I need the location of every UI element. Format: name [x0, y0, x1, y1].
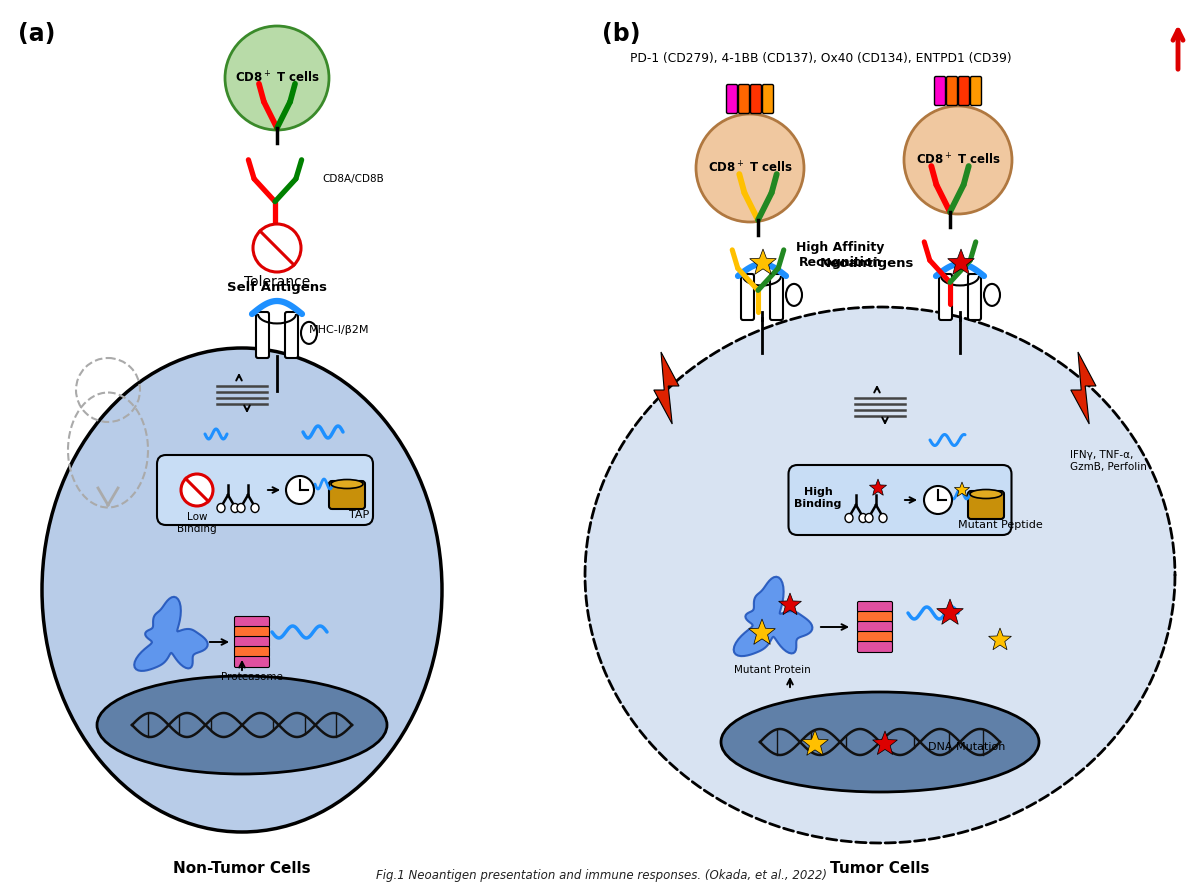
FancyBboxPatch shape	[329, 481, 365, 509]
Text: CD8A/CD8B: CD8A/CD8B	[321, 174, 384, 184]
Text: Low
Binding: Low Binding	[177, 512, 217, 534]
Text: High
Binding: High Binding	[795, 488, 842, 509]
FancyBboxPatch shape	[958, 76, 969, 106]
Text: IFNγ, TNF-α,
GzmB, Perfolin: IFNγ, TNF-α, GzmB, Perfolin	[1070, 450, 1147, 472]
FancyBboxPatch shape	[789, 465, 1011, 535]
Ellipse shape	[42, 348, 442, 832]
FancyBboxPatch shape	[157, 455, 373, 525]
Polygon shape	[779, 593, 802, 614]
Polygon shape	[873, 731, 897, 755]
Polygon shape	[937, 599, 963, 624]
Polygon shape	[948, 249, 974, 274]
Ellipse shape	[879, 513, 887, 522]
FancyBboxPatch shape	[235, 637, 270, 647]
FancyBboxPatch shape	[857, 622, 892, 632]
Circle shape	[696, 114, 804, 222]
Circle shape	[225, 26, 329, 130]
FancyBboxPatch shape	[235, 627, 270, 638]
Ellipse shape	[237, 503, 244, 512]
FancyBboxPatch shape	[970, 76, 981, 106]
Text: Non-Tumor Cells: Non-Tumor Cells	[173, 861, 311, 876]
Ellipse shape	[301, 321, 317, 344]
FancyBboxPatch shape	[857, 601, 892, 613]
Ellipse shape	[231, 503, 240, 512]
Text: Neoantigens: Neoantigens	[820, 257, 914, 269]
Text: TAP: TAP	[349, 510, 370, 520]
Text: CD8$^+$ T cells: CD8$^+$ T cells	[708, 161, 792, 176]
Polygon shape	[654, 352, 679, 424]
Text: PD-1 (CD279), 4-1BB (CD137), Ox40 (CD134), ENTPD1 (CD39): PD-1 (CD279), 4-1BB (CD137), Ox40 (CD134…	[630, 52, 1011, 65]
FancyBboxPatch shape	[235, 646, 270, 657]
FancyBboxPatch shape	[857, 641, 892, 653]
FancyBboxPatch shape	[285, 312, 299, 358]
FancyBboxPatch shape	[235, 656, 270, 668]
FancyBboxPatch shape	[968, 491, 1004, 519]
Text: Proteasome: Proteasome	[222, 672, 283, 682]
Polygon shape	[869, 479, 886, 496]
Polygon shape	[749, 619, 775, 645]
Ellipse shape	[98, 676, 386, 774]
FancyBboxPatch shape	[750, 84, 761, 114]
Text: CD8$^+$ T cells: CD8$^+$ T cells	[915, 153, 1001, 168]
FancyBboxPatch shape	[740, 274, 754, 320]
Ellipse shape	[984, 284, 1001, 305]
Text: (a): (a)	[18, 22, 55, 46]
Ellipse shape	[331, 480, 362, 488]
Polygon shape	[955, 482, 969, 496]
Circle shape	[181, 474, 213, 506]
Text: High Affinity
Recognition: High Affinity Recognition	[796, 241, 884, 269]
Text: Tolerance: Tolerance	[244, 275, 311, 289]
Text: (b): (b)	[602, 22, 641, 46]
FancyBboxPatch shape	[762, 84, 773, 114]
Ellipse shape	[250, 503, 259, 512]
FancyBboxPatch shape	[946, 76, 957, 106]
Text: Self Antigens: Self Antigens	[228, 281, 327, 294]
FancyBboxPatch shape	[738, 84, 750, 114]
Polygon shape	[988, 628, 1011, 650]
Polygon shape	[750, 249, 777, 274]
FancyBboxPatch shape	[235, 616, 270, 628]
Ellipse shape	[864, 513, 873, 522]
Ellipse shape	[585, 307, 1175, 843]
Text: Mutant Peptide: Mutant Peptide	[957, 520, 1043, 530]
Polygon shape	[1070, 352, 1096, 424]
Text: MHC-I/β2M: MHC-I/β2M	[309, 325, 370, 335]
Ellipse shape	[970, 489, 1002, 498]
Text: Fig.1 Neoantigen presentation and immune responses. (Okada, et al., 2022): Fig.1 Neoantigen presentation and immune…	[377, 869, 827, 882]
Polygon shape	[134, 597, 208, 671]
FancyBboxPatch shape	[857, 612, 892, 622]
Ellipse shape	[845, 513, 852, 522]
Circle shape	[253, 224, 301, 272]
Circle shape	[904, 106, 1013, 214]
Polygon shape	[733, 576, 813, 656]
Circle shape	[923, 486, 952, 514]
Text: Tumor Cells: Tumor Cells	[831, 861, 929, 876]
Ellipse shape	[858, 513, 867, 522]
FancyBboxPatch shape	[256, 312, 268, 358]
Text: CD8$^+$ T cells: CD8$^+$ T cells	[235, 70, 319, 85]
FancyBboxPatch shape	[857, 631, 892, 643]
FancyBboxPatch shape	[771, 274, 783, 320]
Text: DNA Mutation: DNA Mutation	[928, 742, 1005, 752]
Text: Mutant Protein: Mutant Protein	[733, 665, 810, 675]
FancyBboxPatch shape	[726, 84, 738, 114]
FancyBboxPatch shape	[968, 274, 981, 320]
Polygon shape	[802, 730, 828, 756]
Ellipse shape	[721, 692, 1039, 792]
FancyBboxPatch shape	[934, 76, 945, 106]
Ellipse shape	[217, 503, 225, 512]
Ellipse shape	[786, 284, 802, 305]
FancyBboxPatch shape	[939, 274, 952, 320]
Circle shape	[287, 476, 314, 504]
